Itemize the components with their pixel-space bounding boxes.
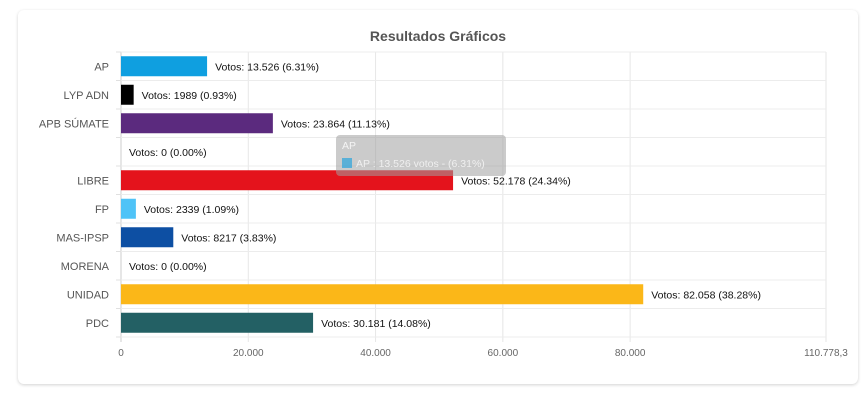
bar[interactable] bbox=[121, 56, 208, 77]
x-tick-label: 20.000 bbox=[233, 348, 264, 359]
x-tick-label: 110.778,3 bbox=[804, 348, 848, 359]
category-label: MAS-IPSP bbox=[56, 232, 109, 244]
category-label: LIBRE bbox=[77, 175, 109, 187]
x-tick-label: 0 bbox=[118, 348, 124, 359]
bar[interactable] bbox=[121, 284, 644, 305]
bar[interactable] bbox=[121, 113, 273, 134]
bar-value-label: Votos: 0 (0.00%) bbox=[129, 261, 207, 273]
x-tick-label: 80.000 bbox=[615, 348, 646, 359]
category-label: FP bbox=[95, 204, 109, 216]
category-label: PDC bbox=[86, 318, 109, 330]
bar[interactable] bbox=[121, 312, 314, 333]
tooltip bbox=[336, 135, 506, 176]
bar-value-label: Votos: 2339 (1.09%) bbox=[144, 204, 239, 216]
bar-value-label: Votos: 0 (0.00%) bbox=[129, 147, 207, 159]
bar-chart: AP Votos: 13.526 (6.31%) LYP ADN Votos: 198… bbox=[39, 51, 848, 359]
bar-value-label: Votos: 52.178 (24.34%) bbox=[461, 175, 571, 187]
x-tick-label: 60.000 bbox=[488, 348, 519, 359]
tooltip-swatch bbox=[342, 158, 352, 168]
category-label: UNIDAD bbox=[67, 289, 109, 301]
bar[interactable] bbox=[121, 198, 136, 219]
bar-value-label: Votos: 23.864 (11.13%) bbox=[281, 118, 390, 130]
chart-card: Resultados Gráficos AP Votos: 13.526 (6.3… bbox=[18, 10, 858, 384]
category-label: MORENA bbox=[61, 261, 110, 273]
bar-value-label: Votos: 13.526 (6.31%) bbox=[215, 61, 319, 73]
bar-value-label: Votos: 1989 (0.93%) bbox=[142, 90, 237, 102]
tooltip-title: AP bbox=[342, 140, 356, 152]
bar-value-label: Votos: 30.181 (14.08%) bbox=[321, 318, 431, 330]
x-tick-label: 40.000 bbox=[360, 348, 391, 359]
bar[interactable] bbox=[121, 227, 174, 248]
category-label: AP bbox=[94, 61, 109, 73]
category-label: APB SÚMATE bbox=[39, 117, 109, 130]
bar-value-label: Votos: 8217 (3.83%) bbox=[181, 232, 276, 244]
tooltip-body: AP : 13.526 votos - (6.31%) bbox=[356, 158, 485, 170]
chart-title: Resultados Gráficos bbox=[369, 28, 507, 44]
category-label: LYP ADN bbox=[64, 90, 110, 102]
bar-value-label: Votos: 82.058 (38.28%) bbox=[651, 289, 761, 301]
bar[interactable] bbox=[121, 84, 134, 105]
